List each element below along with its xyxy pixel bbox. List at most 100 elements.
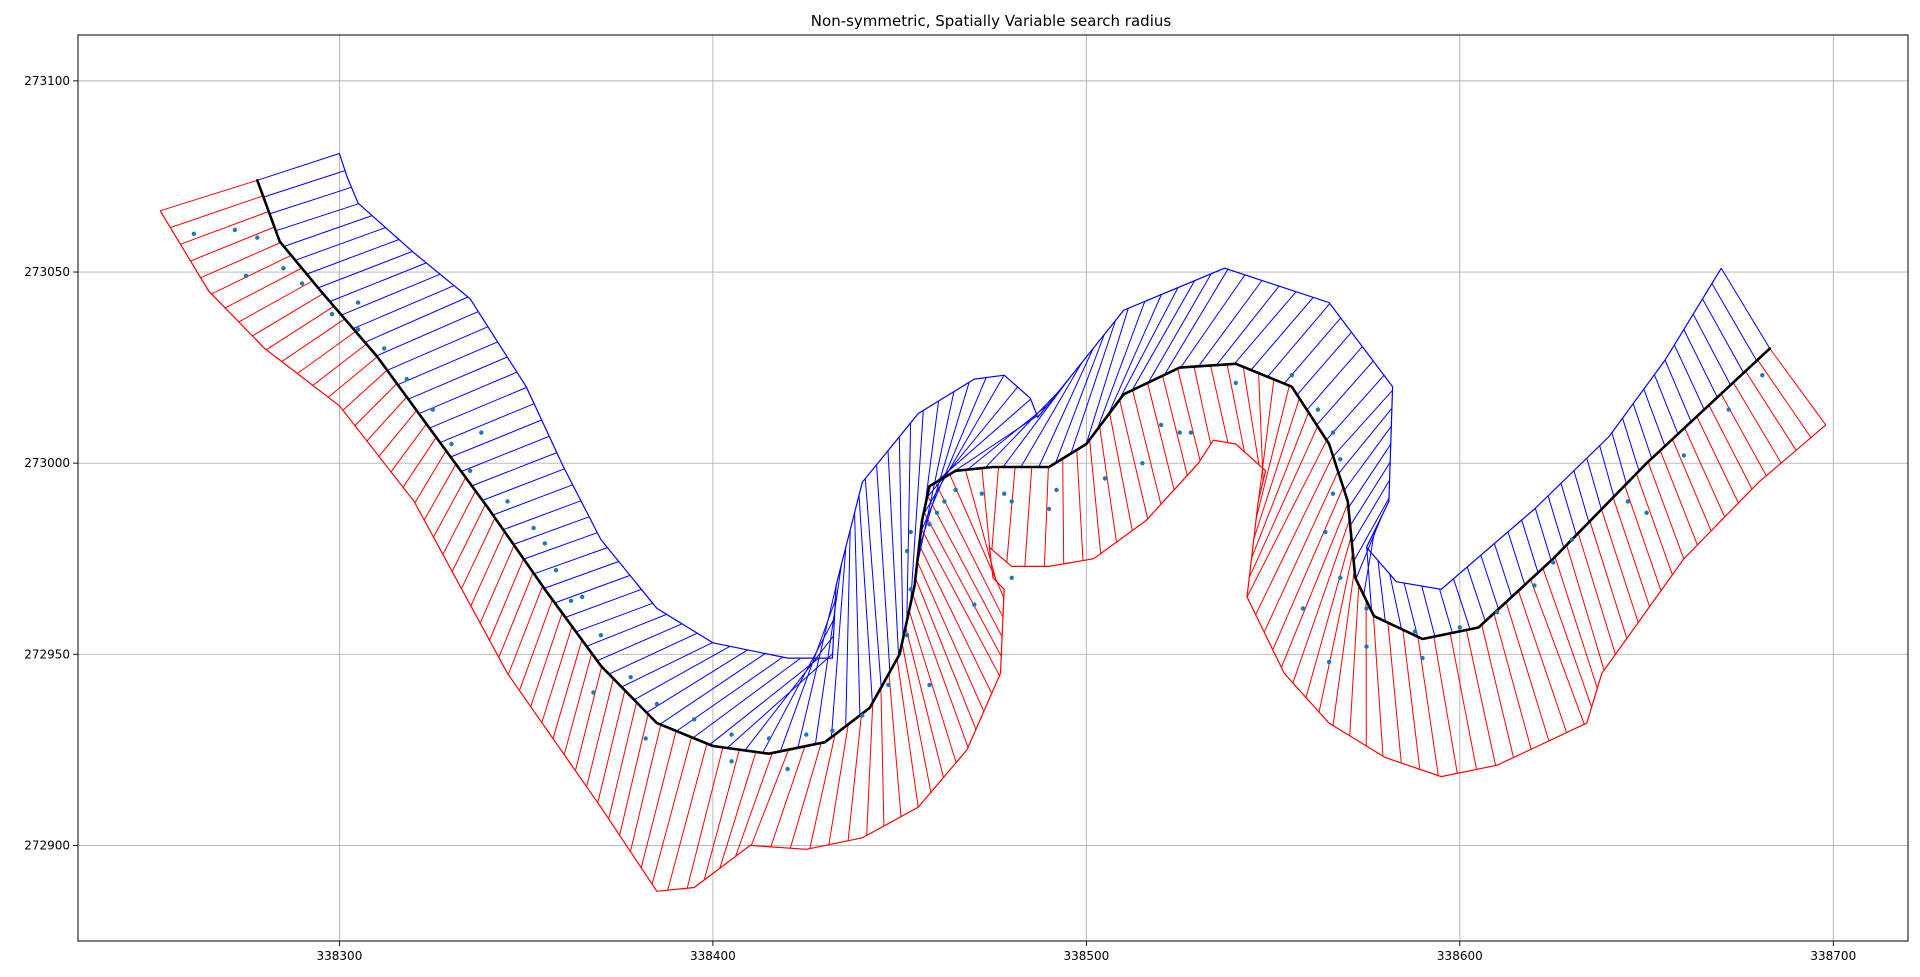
right-transect	[1132, 389, 1162, 505]
right-transect	[190, 226, 275, 262]
left-transect	[1493, 543, 1513, 598]
data-point	[467, 468, 473, 473]
right-transect	[750, 749, 790, 846]
left-transect	[1355, 514, 1383, 580]
data-point	[598, 633, 604, 638]
left-transect	[1439, 588, 1453, 634]
right-transect	[1242, 366, 1260, 465]
left-transect	[263, 170, 346, 198]
left-transect	[513, 516, 590, 545]
data-point	[580, 594, 585, 600]
left-transect	[1664, 360, 1692, 422]
right-transect	[1255, 455, 1334, 615]
left-transect	[341, 273, 441, 316]
right-transect	[224, 267, 303, 309]
right-transect	[1076, 449, 1084, 561]
data-point	[1330, 430, 1336, 435]
data-point	[729, 732, 734, 737]
right-transect	[297, 331, 356, 374]
right-transect	[378, 410, 417, 457]
right-transect	[912, 594, 969, 748]
left-transect	[306, 239, 400, 275]
left-transect	[1377, 560, 1386, 622]
right-transect	[597, 690, 626, 803]
right-transect	[920, 528, 1000, 676]
right-transect	[1684, 427, 1726, 518]
left-transect	[1306, 346, 1363, 411]
left-transect	[1107, 294, 1162, 416]
right-transect	[1246, 439, 1328, 598]
right-transect	[414, 450, 447, 504]
left-transect	[471, 452, 557, 487]
left-transect	[1363, 530, 1376, 596]
right-transect	[1062, 458, 1065, 564]
data-point	[904, 548, 910, 554]
right-transect	[1099, 426, 1117, 543]
data-point	[729, 759, 734, 764]
left-transect	[692, 657, 801, 739]
right-transect	[541, 626, 573, 723]
data-point	[934, 510, 940, 515]
right-transect	[312, 343, 367, 386]
right-transect	[1226, 364, 1245, 452]
right-transect	[1417, 636, 1439, 776]
left-transect	[1599, 445, 1615, 497]
data-point	[1326, 659, 1332, 665]
left-transect	[295, 227, 386, 261]
left-transect	[461, 435, 550, 472]
left-transect	[575, 602, 653, 633]
right-transect	[1481, 624, 1514, 758]
left-transect	[709, 657, 820, 746]
left-transect	[597, 623, 683, 662]
left-transect	[1343, 425, 1392, 491]
x-tick-label: 338400	[690, 949, 736, 963]
data-point	[1420, 655, 1425, 661]
left-transect	[1611, 432, 1627, 484]
left-transect	[854, 512, 861, 716]
right-transect	[1554, 556, 1598, 689]
right-transect	[926, 495, 1003, 637]
left-transect	[492, 484, 573, 516]
left-transect	[1653, 374, 1679, 435]
left-transect	[1131, 280, 1196, 391]
data-point	[1002, 491, 1007, 496]
right-transect	[1119, 399, 1149, 519]
left-transect	[1480, 555, 1499, 610]
right-transect	[1708, 404, 1753, 490]
right-transect	[1349, 585, 1360, 736]
right-transect	[880, 687, 885, 827]
data-point	[927, 522, 932, 527]
right-transect	[170, 195, 264, 229]
left-transect	[1507, 531, 1526, 586]
right-transect	[770, 746, 806, 847]
data-point	[1551, 560, 1556, 565]
right-transect	[1162, 375, 1188, 476]
right-transect	[1505, 601, 1550, 742]
left-transect	[918, 382, 970, 551]
right-transect	[888, 673, 902, 817]
right-transect	[1577, 532, 1616, 655]
right-transect	[1601, 509, 1639, 623]
data-point	[927, 682, 932, 688]
left-transect	[898, 436, 904, 639]
centerline-group	[255, 179, 1772, 756]
left-transect	[533, 547, 608, 575]
left-transect	[1233, 291, 1297, 365]
right-transect	[281, 318, 345, 363]
data-point	[1495, 610, 1500, 615]
left-transect	[1332, 389, 1393, 457]
right-envelope-line	[159, 210, 1827, 892]
right-transect	[735, 752, 773, 857]
data-point	[1315, 407, 1321, 412]
right-transect	[498, 572, 534, 658]
left-transect	[726, 653, 833, 749]
left-transect	[269, 186, 352, 215]
right-transect	[1530, 579, 1585, 725]
data-point	[479, 430, 484, 435]
right-transect	[686, 747, 724, 889]
data-point	[692, 717, 697, 722]
right-transect	[1089, 439, 1102, 554]
data-point	[553, 568, 559, 573]
right-transect	[640, 730, 677, 868]
